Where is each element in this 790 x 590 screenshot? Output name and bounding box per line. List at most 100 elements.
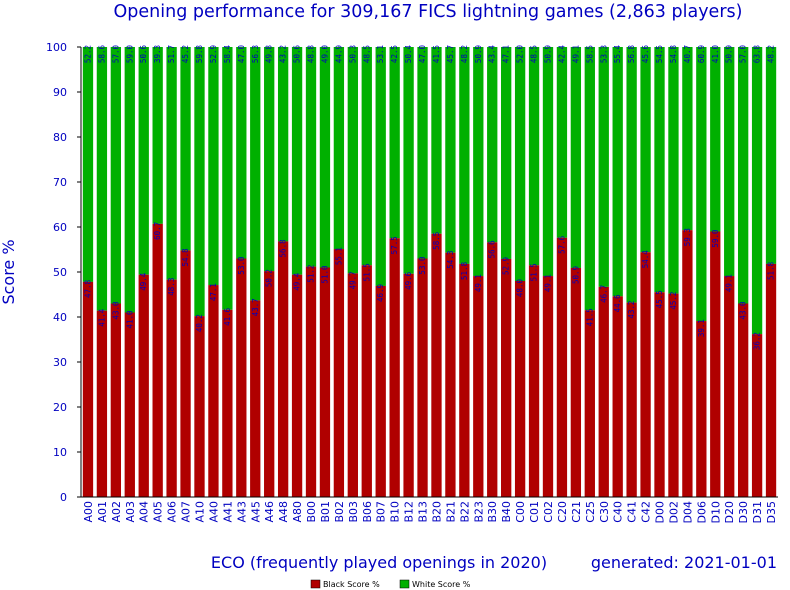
data-label-black: 54.8: [181, 248, 190, 267]
bar-black-score: [222, 309, 233, 497]
data-label-black: 49.4: [139, 272, 148, 291]
bar-white-score: [640, 47, 651, 253]
bar-white-score: [110, 47, 122, 304]
data-label-black: 47.8: [83, 279, 92, 298]
data-label-black: 49.6: [404, 271, 413, 290]
data-label-white: 59.0: [125, 45, 134, 64]
bar-black-score: [431, 233, 442, 497]
bar-black-score: [403, 273, 414, 497]
bar-black-score: [487, 242, 498, 497]
bar-black-score: [459, 263, 470, 497]
x-tick-label: B07: [375, 501, 388, 523]
bar-white-score: [138, 47, 149, 275]
bar-white-score: [668, 47, 679, 294]
data-label-white: 47.1: [502, 45, 511, 63]
x-tick-label: C25: [584, 501, 597, 523]
y-axis-title: Score %: [0, 239, 18, 304]
data-label-black: 56.6: [488, 240, 497, 259]
bar-black-score: [765, 263, 777, 497]
data-label-white: 49.1: [571, 45, 580, 63]
x-tick-label: C30: [598, 501, 611, 523]
bar-black-score: [194, 316, 205, 497]
x-axis-title: ECO (frequently played openings in 2020): [211, 553, 547, 572]
data-label-white: 50.6: [139, 45, 148, 64]
x-tick-label: B06: [361, 501, 374, 523]
bar-black-score: [333, 249, 345, 497]
bar-white-score: [250, 47, 261, 301]
bar-black-score: [250, 300, 261, 497]
data-label-white: 60.9: [697, 45, 706, 63]
x-tick-label: C40: [612, 501, 625, 523]
x-tick-label: A01: [96, 501, 109, 523]
data-label-black: 41.0: [125, 310, 134, 329]
data-label-white: 50.9: [543, 45, 552, 63]
y-ticks-group: 0 10 20 30 40 50 60 70 80 90 100: [46, 41, 81, 504]
x-tick-label: A07: [180, 501, 193, 523]
data-label-black: 43.0: [111, 301, 120, 320]
data-label-white: 56.8: [627, 45, 636, 64]
bar-white-score: [612, 47, 623, 297]
x-tick-label: D10: [709, 501, 722, 523]
data-label-white: 56.3: [251, 45, 260, 63]
x-tick-label: B23: [472, 501, 485, 523]
data-label-white: 41.0: [711, 45, 720, 64]
bar-white-score: [96, 47, 108, 311]
data-label-black: 59.0: [711, 229, 720, 248]
bar-black-score: [570, 267, 582, 497]
data-label-white: 41.5: [432, 45, 441, 63]
bar-white-score: [333, 47, 345, 250]
data-label-black: 46.9: [376, 284, 385, 302]
y-tick-label: 90: [53, 86, 67, 99]
data-label-white: 50.3: [348, 45, 357, 63]
data-label-black: 49.1: [474, 274, 483, 292]
x-tick-label: D04: [681, 501, 694, 523]
data-label-white: 49.0: [320, 45, 329, 64]
data-label-white: 50.9: [474, 45, 483, 63]
x-tick-label: D31: [751, 501, 764, 523]
data-label-white: 58.6: [97, 45, 106, 64]
x-tick-label: B00: [305, 501, 318, 523]
data-label-black: 52.9: [502, 257, 511, 275]
bar-white-score: [710, 47, 721, 232]
data-label-white: 47.0: [237, 45, 246, 64]
data-label-white: 43.2: [279, 45, 288, 63]
x-tick-label: C21: [570, 501, 583, 523]
bar-black-score: [612, 296, 623, 497]
data-label-white: 48.5: [362, 45, 371, 63]
x-tick-label: A45: [249, 501, 262, 523]
bar-black-score: [305, 266, 317, 497]
bar-white-score: [654, 47, 665, 293]
bar-black-score: [180, 250, 191, 497]
y-tick-label: 30: [53, 356, 67, 369]
data-label-black: 41.6: [223, 307, 232, 326]
data-labels-group: 47.8 52.2 41.4 58.6 43.0 57.0 41.0 59.0 49.4 50.6…: [83, 45, 775, 351]
bar-black-score: [751, 334, 763, 497]
x-tick-label: B40: [500, 501, 513, 523]
x-tick-label: D30: [737, 501, 750, 523]
x-tick-label: B20: [430, 501, 443, 523]
data-label-black: 43.2: [627, 301, 636, 319]
bar-white-score: [626, 47, 637, 303]
data-label-white: 40.7: [683, 45, 692, 63]
x-tick-label: A03: [124, 501, 137, 523]
bar-black-score: [682, 230, 693, 497]
x-tick-label: B13: [417, 501, 430, 523]
data-label-white: 42.5: [390, 45, 399, 63]
bar-black-score: [584, 310, 595, 497]
y-tick-label: 20: [53, 401, 67, 414]
data-label-black: 41.5: [585, 308, 594, 326]
bar-white-score: [208, 47, 219, 286]
data-label-white: 48.2: [460, 45, 469, 63]
x-ticks-group: A00 A01 A02 A03 A04 A05 A06 A07 A10 A40 A41 A43 A45 A…: [82, 501, 778, 523]
x-tick-label: C02: [542, 501, 555, 523]
x-tick-label: B01: [319, 501, 332, 523]
y-tick-label: 100: [46, 41, 67, 54]
bar-white-score: [473, 47, 484, 277]
y-tick-label: 50: [53, 266, 67, 279]
bar-black-score: [347, 273, 358, 497]
bar-white-score: [319, 47, 331, 268]
bar-white-score: [682, 47, 693, 231]
data-label-black: 54.4: [641, 250, 650, 269]
data-label-black: 45.2: [669, 292, 678, 310]
